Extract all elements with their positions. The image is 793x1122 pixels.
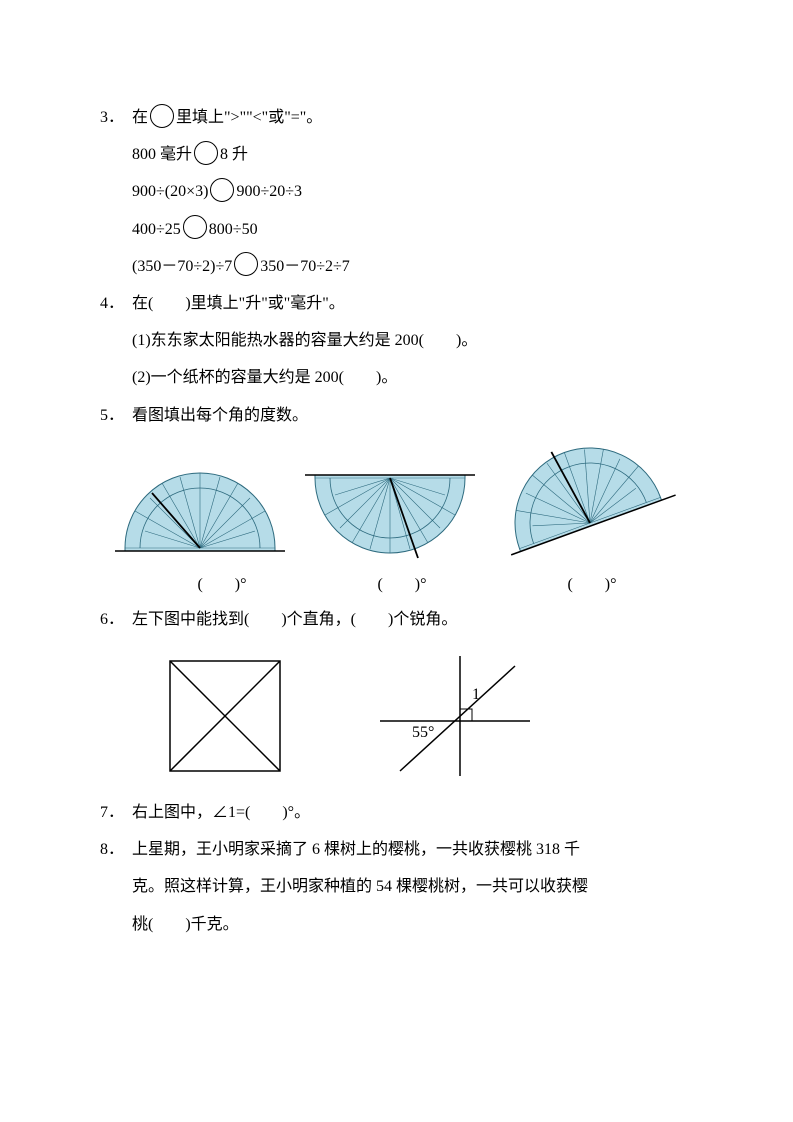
- q8-l2: 克。照这样计算，王小明家种植的 54 棵樱桃树，一共可以收获樱: [132, 869, 588, 904]
- q8-line2: 克。照这样计算，王小明家种植的 54 棵樱桃树，一共可以收获樱: [100, 869, 693, 904]
- protractor-row: [100, 443, 693, 563]
- angle-55-label: 55°: [412, 724, 434, 741]
- q7-num: 7．: [100, 795, 132, 830]
- q3-line3: 400÷25 800÷50: [100, 212, 693, 247]
- q5-stem: 5． 看图填出每个角的度数。: [100, 398, 693, 433]
- q5-num: 5．: [100, 398, 132, 433]
- q8-l3: 桃( )千克。: [132, 907, 239, 942]
- q3-stem: 3． 在 里填上">""<"或"="。: [100, 100, 693, 135]
- angle-1-label: 1: [472, 686, 480, 703]
- q3-line1: 800 毫升 8 升: [100, 137, 693, 172]
- angle-label-3: ( )°: [492, 567, 692, 602]
- q8-line1: 8． 上星期，王小明家采摘了 6 棵树上的樱桃，一共收获樱桃 318 千: [100, 832, 693, 867]
- angle-label-1: ( )°: [132, 567, 312, 602]
- q4-s1: (1)东东家太阳能热水器的容量大约是 200( )。: [132, 323, 477, 358]
- square-diagonals-figure: [160, 651, 290, 781]
- q7-stem: 7． 右上图中，∠1=( )°。: [100, 795, 693, 830]
- q3-l1a: 800 毫升: [132, 137, 192, 172]
- protractor-3: [490, 443, 690, 563]
- q8-line3: 桃( )千克。: [100, 907, 693, 942]
- q6-num: 6．: [100, 602, 132, 637]
- q4-sub2: (2)一个纸杯的容量大约是 200( )。: [100, 360, 693, 395]
- q5-stem-text: 看图填出每个角的度数。: [132, 398, 308, 433]
- q4-stem: 4． 在( )里填上"升"或"毫升"。: [100, 286, 693, 321]
- q3-line4: (350－70÷2)÷7 350－70÷2÷7: [100, 249, 693, 284]
- circle-icon: [150, 104, 174, 128]
- q6-stem: 6． 左下图中能找到( )个直角，( )个锐角。: [100, 602, 693, 637]
- q8-l1: 上星期，王小明家采摘了 6 棵树上的樱桃，一共收获樱桃 318 千: [132, 832, 580, 867]
- q3-l3a: 400÷25: [132, 212, 181, 247]
- q4-sub1: (1)东东家太阳能热水器的容量大约是 200( )。: [100, 323, 693, 358]
- q3-num: 3．: [100, 100, 132, 135]
- angle-labels-row: ( )° ( )° ( )°: [100, 567, 693, 602]
- angle-figure: 1 55°: [370, 651, 540, 781]
- circle-icon: [183, 215, 207, 239]
- q4-stem-text: 在( )里填上"升"或"毫升"。: [132, 286, 345, 321]
- q4-s2: (2)一个纸杯的容量大约是 200( )。: [132, 360, 397, 395]
- angle-label-2: ( )°: [312, 567, 492, 602]
- protractor-2: [300, 463, 480, 563]
- q6-figures: 1 55°: [100, 651, 693, 781]
- circle-icon: [194, 141, 218, 165]
- q3-l1b: 8 升: [220, 137, 248, 172]
- q3-l2a: 900÷(20×3): [132, 174, 208, 209]
- q3-l3b: 800÷50: [209, 212, 258, 247]
- circle-icon: [234, 252, 258, 276]
- q3-l4a: (350－70÷2)÷7: [132, 249, 232, 284]
- q8-num: 8．: [100, 832, 132, 867]
- protractor-1: [110, 463, 290, 563]
- q4-num: 4．: [100, 286, 132, 321]
- q3-l4b: 350－70÷2÷7: [260, 249, 350, 284]
- circle-icon: [210, 178, 234, 202]
- q7-stem-text: 右上图中，∠1=( )°。: [132, 795, 310, 830]
- q3-stem-post: 里填上">""<"或"="。: [176, 100, 322, 135]
- q6-stem-text: 左下图中能找到( )个直角，( )个锐角。: [132, 602, 457, 637]
- worksheet-page: 3． 在 里填上">""<"或"="。 800 毫升 8 升 900÷(20×3…: [0, 0, 793, 1004]
- q3-stem-pre: 在: [132, 100, 148, 135]
- q3-l2b: 900÷20÷3: [236, 174, 302, 209]
- q3-line2: 900÷(20×3) 900÷20÷3: [100, 174, 693, 209]
